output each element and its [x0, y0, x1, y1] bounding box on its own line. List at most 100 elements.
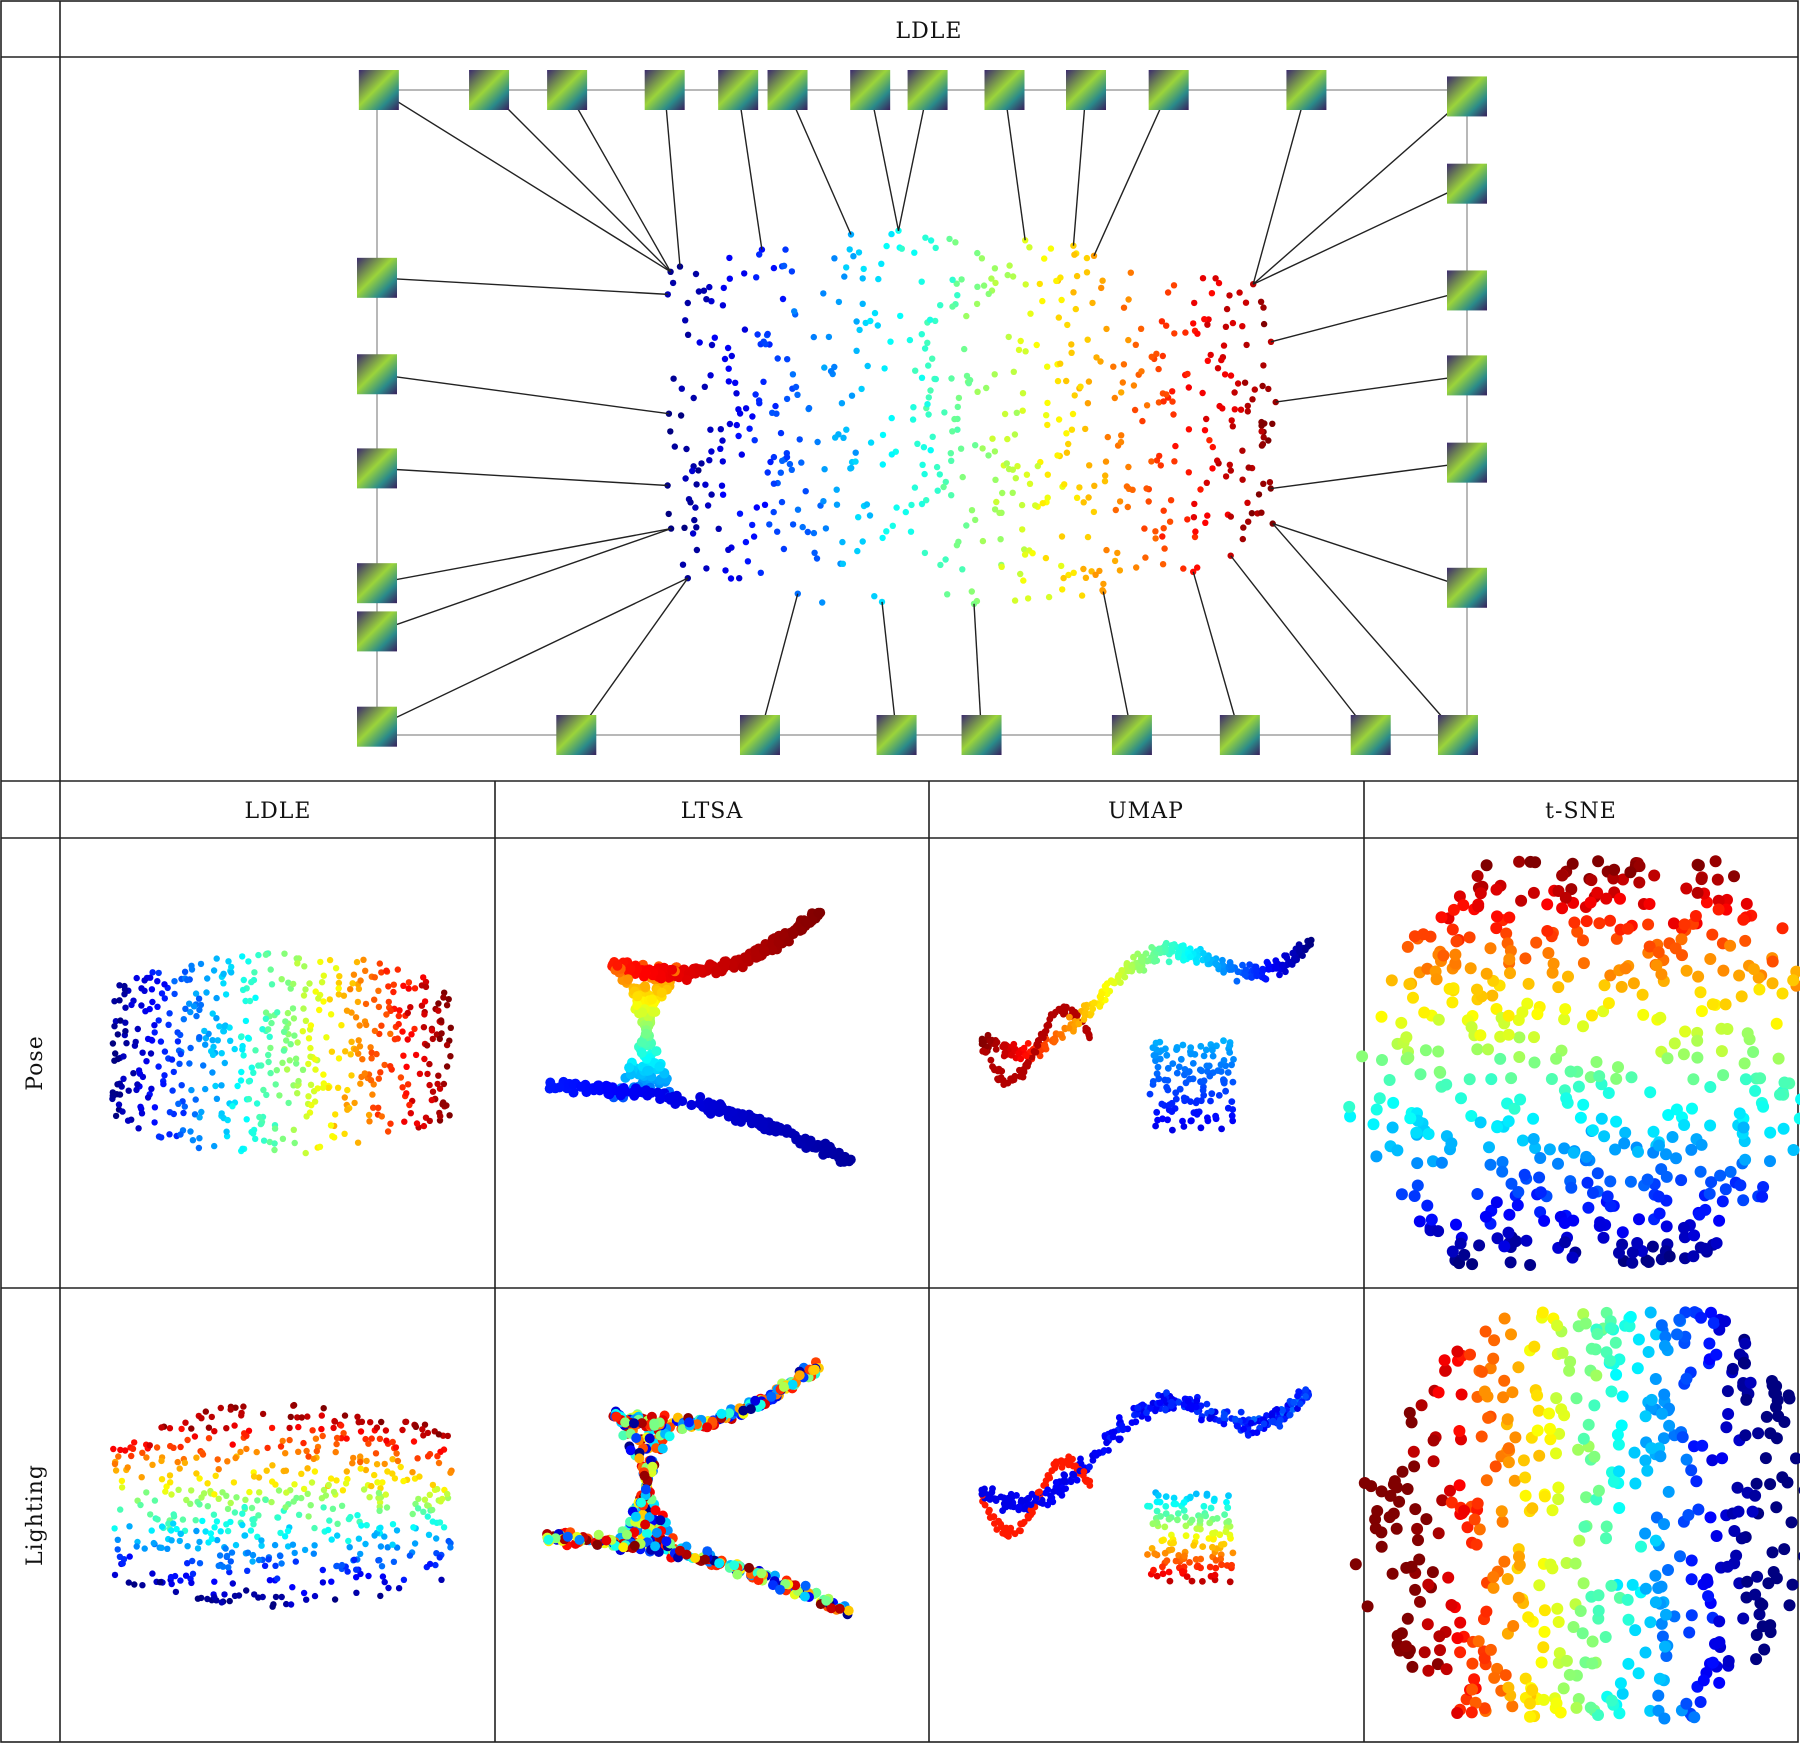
point — [311, 1542, 317, 1548]
point — [293, 1495, 299, 1501]
point — [1737, 914, 1749, 926]
point — [1221, 342, 1227, 348]
point — [1157, 1399, 1164, 1406]
point — [1144, 1551, 1151, 1558]
point — [1522, 1611, 1534, 1623]
point — [252, 1047, 258, 1053]
point — [219, 1599, 225, 1605]
point — [1261, 321, 1267, 327]
point — [1010, 1041, 1017, 1048]
point — [1680, 1698, 1692, 1710]
point — [273, 1081, 279, 1087]
point — [1567, 1252, 1579, 1264]
point — [429, 1507, 435, 1513]
point — [260, 1411, 266, 1417]
point — [333, 1563, 339, 1569]
point — [941, 409, 947, 415]
point — [1637, 989, 1649, 1001]
point — [1475, 887, 1487, 899]
point — [1509, 1475, 1521, 1487]
point — [1053, 1479, 1060, 1486]
point — [759, 946, 769, 956]
point — [113, 1113, 119, 1119]
point — [1202, 520, 1208, 526]
row-header: Pose — [23, 1035, 48, 1090]
point — [329, 1049, 335, 1055]
point — [978, 1487, 985, 1494]
point — [204, 1480, 210, 1486]
point — [351, 972, 357, 978]
point — [332, 1596, 338, 1602]
point — [1212, 1572, 1219, 1579]
leader-line — [1273, 524, 1467, 588]
point — [396, 1013, 402, 1019]
point — [946, 236, 952, 242]
point — [1159, 1563, 1166, 1570]
point — [937, 562, 943, 568]
point — [1065, 441, 1071, 447]
point — [702, 384, 708, 390]
point — [775, 1585, 785, 1595]
point — [333, 1449, 339, 1455]
point — [1156, 453, 1162, 459]
point — [1623, 1614, 1635, 1626]
point — [1134, 1404, 1141, 1411]
face-thumbnail — [357, 354, 397, 394]
point — [1400, 1031, 1412, 1043]
point — [1502, 1413, 1514, 1425]
point — [161, 1072, 167, 1078]
point — [1043, 412, 1049, 418]
point — [225, 1117, 231, 1123]
point — [383, 1427, 389, 1433]
point — [214, 955, 220, 961]
point — [652, 1528, 662, 1538]
point — [320, 1579, 326, 1585]
point — [1041, 255, 1047, 261]
point — [1214, 457, 1220, 463]
point — [405, 1081, 411, 1087]
point — [1245, 519, 1251, 525]
embedding-0-1 — [110, 1402, 455, 1610]
point — [1418, 1007, 1430, 1019]
point — [400, 1053, 406, 1059]
point — [328, 1122, 334, 1128]
point — [193, 1013, 199, 1019]
point — [1754, 1072, 1766, 1084]
point — [991, 1520, 998, 1527]
point — [115, 1453, 121, 1459]
point — [1717, 1069, 1729, 1081]
point — [1527, 1113, 1539, 1125]
point — [412, 1422, 418, 1428]
point — [685, 332, 691, 338]
point — [186, 1060, 192, 1066]
point — [395, 1458, 401, 1464]
point — [1512, 1199, 1524, 1211]
point — [1465, 962, 1477, 974]
point — [1258, 423, 1264, 429]
point — [1795, 1093, 1800, 1105]
point — [122, 986, 128, 992]
point — [1471, 984, 1483, 996]
point — [1559, 1003, 1571, 1015]
point — [1163, 1493, 1170, 1500]
point — [376, 1557, 382, 1563]
point — [982, 1049, 989, 1056]
point — [1239, 323, 1245, 329]
point — [1544, 1423, 1556, 1435]
point — [227, 1598, 233, 1604]
point — [1279, 1407, 1286, 1414]
point — [1194, 564, 1200, 570]
point — [1533, 1450, 1545, 1462]
point — [1044, 400, 1050, 406]
leader-line — [665, 90, 680, 267]
point — [756, 251, 762, 257]
point — [1014, 463, 1020, 469]
point — [1757, 1101, 1769, 1113]
point — [116, 1101, 122, 1107]
point — [219, 1110, 225, 1116]
leader-line — [1103, 592, 1132, 735]
point — [1452, 1632, 1464, 1644]
point — [256, 1557, 262, 1563]
point — [218, 1405, 224, 1411]
leader-line — [788, 90, 851, 235]
